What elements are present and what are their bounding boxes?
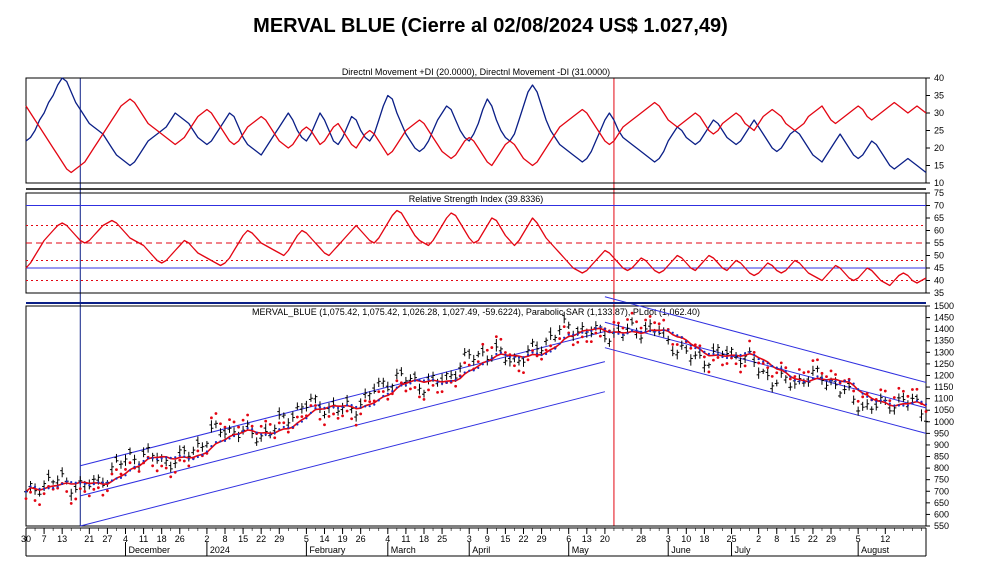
svg-text:800: 800 [934, 463, 949, 473]
svg-text:1000: 1000 [934, 417, 954, 427]
svg-text:20: 20 [934, 143, 944, 153]
svg-text:7: 7 [41, 534, 46, 544]
svg-text:18: 18 [699, 534, 709, 544]
svg-text:18: 18 [156, 534, 166, 544]
svg-text:950: 950 [934, 428, 949, 438]
svg-text:March: March [390, 545, 415, 555]
svg-text:600: 600 [934, 509, 949, 519]
svg-text:25: 25 [934, 126, 944, 136]
svg-text:December: December [128, 545, 170, 555]
svg-text:12: 12 [880, 534, 890, 544]
svg-text:50: 50 [934, 251, 944, 261]
svg-text:850: 850 [934, 452, 949, 462]
svg-text:8: 8 [774, 534, 779, 544]
svg-text:26: 26 [174, 534, 184, 544]
svg-text:750: 750 [934, 475, 949, 485]
svg-text:2: 2 [756, 534, 761, 544]
svg-text:1350: 1350 [934, 336, 954, 346]
svg-text:Directnl Movement +DI (20.0000: Directnl Movement +DI (20.0000), Directn… [341, 67, 609, 77]
svg-text:30: 30 [21, 534, 31, 544]
svg-text:10: 10 [681, 534, 691, 544]
svg-text:2024: 2024 [209, 545, 229, 555]
svg-text:8: 8 [222, 534, 227, 544]
svg-text:1400: 1400 [934, 324, 954, 334]
svg-text:1050: 1050 [934, 405, 954, 415]
svg-text:10: 10 [934, 178, 944, 188]
svg-text:75: 75 [934, 188, 944, 198]
svg-text:15: 15 [789, 534, 799, 544]
svg-text:22: 22 [807, 534, 817, 544]
svg-text:900: 900 [934, 440, 949, 450]
svg-text:55: 55 [934, 238, 944, 248]
svg-text:February: February [309, 545, 346, 555]
svg-text:April: April [472, 545, 490, 555]
svg-text:1150: 1150 [934, 382, 953, 392]
svg-text:700: 700 [934, 486, 949, 496]
svg-text:40: 40 [934, 276, 944, 286]
svg-text:August: August [861, 545, 890, 555]
svg-text:22: 22 [518, 534, 528, 544]
chart-svg: 10 15 20 25 30 35 40 Directnl Movement +DI (20.… [21, 48, 961, 558]
svg-text:15: 15 [934, 161, 944, 171]
svg-text:13: 13 [57, 534, 67, 544]
svg-text:1500: 1500 [934, 301, 954, 311]
svg-text:28: 28 [636, 534, 646, 544]
svg-text:35: 35 [934, 288, 944, 298]
svg-text:July: July [734, 545, 751, 555]
svg-text:15: 15 [238, 534, 248, 544]
svg-text:1200: 1200 [934, 370, 954, 380]
svg-text:11: 11 [138, 534, 147, 544]
svg-text:26: 26 [355, 534, 365, 544]
svg-text:27: 27 [102, 534, 112, 544]
svg-text:22: 22 [256, 534, 266, 544]
svg-text:13: 13 [581, 534, 591, 544]
svg-text:29: 29 [274, 534, 284, 544]
svg-text:70: 70 [934, 201, 944, 211]
svg-text:1300: 1300 [934, 347, 954, 357]
svg-text:14: 14 [319, 534, 329, 544]
svg-text:15: 15 [500, 534, 510, 544]
svg-text:May: May [571, 545, 589, 555]
svg-text:65: 65 [934, 213, 944, 223]
svg-text:29: 29 [536, 534, 546, 544]
svg-text:40: 40 [934, 73, 944, 83]
svg-text:1450: 1450 [934, 313, 954, 323]
chart-title: MERVAL BLUE (Cierre al 02/08/2024 US$ 1.… [10, 15, 971, 38]
svg-text:1250: 1250 [934, 359, 954, 369]
svg-text:29: 29 [826, 534, 836, 544]
svg-text:30: 30 [934, 108, 944, 118]
chart-container: 10 15 20 25 30 35 40 Directnl Movement +DI (20.… [21, 48, 961, 558]
svg-text:21: 21 [84, 534, 94, 544]
svg-text:June: June [671, 545, 691, 555]
svg-text:Relative Strength Index (39.83: Relative Strength Index (39.8336) [408, 194, 543, 204]
svg-text:25: 25 [437, 534, 447, 544]
svg-text:650: 650 [934, 498, 949, 508]
svg-text:9: 9 [484, 534, 489, 544]
svg-text:11: 11 [401, 534, 410, 544]
svg-text:60: 60 [934, 226, 944, 236]
svg-text:20: 20 [599, 534, 609, 544]
svg-text:19: 19 [337, 534, 347, 544]
svg-text:1100: 1100 [934, 394, 953, 404]
svg-text:550: 550 [934, 521, 949, 531]
svg-text:18: 18 [418, 534, 428, 544]
svg-text:45: 45 [934, 263, 944, 273]
svg-text:35: 35 [934, 91, 944, 101]
